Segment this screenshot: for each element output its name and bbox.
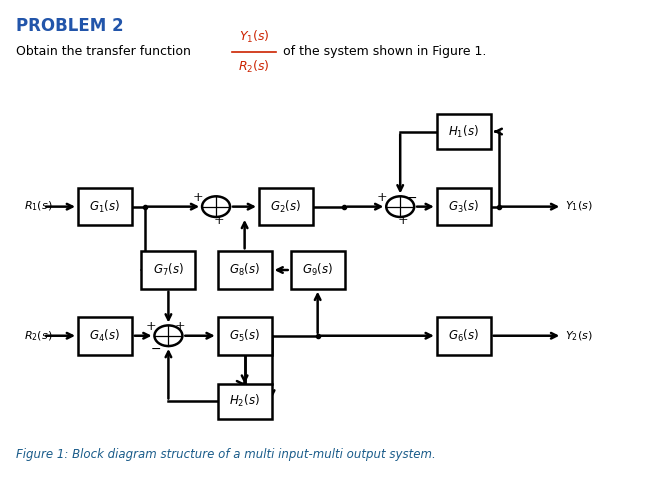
Text: $Y_1(s)$: $Y_1(s)$	[565, 200, 593, 214]
Text: $-$: $-$	[406, 191, 417, 204]
Text: $Y_2(s)$: $Y_2(s)$	[565, 329, 593, 342]
Bar	[78, 317, 132, 354]
Text: +: +	[398, 214, 409, 227]
Text: Figure 1: Block diagram structure of a multi input-multi output system.: Figure 1: Block diagram structure of a m…	[16, 448, 435, 461]
Text: $G_8(s)$: $G_8(s)$	[229, 262, 260, 278]
Bar	[437, 317, 491, 354]
Text: $Y_1(s)$: $Y_1(s)$	[238, 29, 270, 45]
Text: $G_9(s)$: $G_9(s)$	[302, 262, 333, 278]
Bar	[218, 317, 272, 354]
Text: $H_2(s)$: $H_2(s)$	[229, 393, 260, 410]
Circle shape	[154, 325, 182, 346]
Text: $R_2(s)$: $R_2(s)$	[24, 329, 53, 342]
Text: $G_3(s)$: $G_3(s)$	[448, 199, 480, 215]
Text: +: +	[377, 191, 388, 204]
Bar	[437, 114, 491, 149]
Bar	[218, 251, 272, 289]
Circle shape	[386, 196, 414, 217]
Text: +: +	[193, 191, 203, 204]
Text: $G_4(s)$: $G_4(s)$	[89, 328, 121, 344]
Bar	[259, 188, 313, 226]
Text: $R_1(s)$: $R_1(s)$	[24, 200, 53, 214]
Text: $G_5(s)$: $G_5(s)$	[229, 328, 260, 344]
Text: $G_2(s)$: $G_2(s)$	[270, 199, 301, 215]
Text: of the system shown in Figure 1.: of the system shown in Figure 1.	[283, 45, 486, 58]
Text: $G_6(s)$: $G_6(s)$	[448, 328, 480, 344]
Circle shape	[202, 196, 230, 217]
Bar	[141, 251, 196, 289]
Text: $-$: $-$	[150, 342, 161, 355]
Text: $H_1(s)$: $H_1(s)$	[448, 124, 479, 139]
Text: +: +	[174, 320, 185, 333]
Bar	[291, 251, 345, 289]
Text: +: +	[145, 320, 156, 333]
Text: $R_2(s)$: $R_2(s)$	[238, 59, 270, 75]
Bar	[437, 188, 491, 226]
Bar	[218, 384, 272, 419]
Text: +: +	[214, 214, 224, 227]
Bar	[78, 188, 132, 226]
Text: $G_7(s)$: $G_7(s)$	[153, 262, 184, 278]
Text: Obtain the transfer function: Obtain the transfer function	[16, 45, 191, 58]
Text: $G_1(s)$: $G_1(s)$	[89, 199, 121, 215]
Text: PROBLEM 2: PROBLEM 2	[16, 17, 124, 34]
